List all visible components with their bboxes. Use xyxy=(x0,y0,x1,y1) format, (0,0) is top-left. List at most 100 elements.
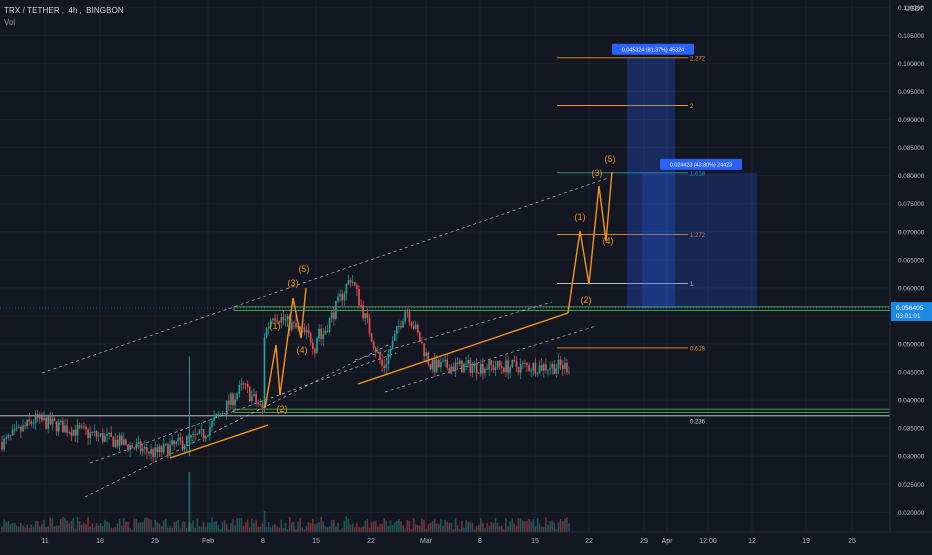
candle-body xyxy=(555,368,558,374)
volume-bar xyxy=(375,520,377,532)
channel-line[interactable] xyxy=(354,301,553,361)
volume-bar xyxy=(74,528,77,532)
volume-bar xyxy=(83,522,85,532)
candle-body xyxy=(150,449,152,454)
time-tick-label: 22 xyxy=(367,538,375,545)
volume-bar xyxy=(95,522,98,532)
volume-bar xyxy=(364,520,367,532)
target-box[interactable] xyxy=(627,57,675,309)
candle-body xyxy=(534,362,537,374)
candle-body xyxy=(85,426,87,430)
volume-bar xyxy=(408,520,411,532)
candle-body xyxy=(102,433,104,442)
candle-body xyxy=(22,425,24,432)
volume-bar xyxy=(160,526,163,532)
volume-bar xyxy=(5,522,7,532)
symbol-header[interactable]: TRX / TETHER, 4h, BINGBON xyxy=(4,6,124,15)
candle-body xyxy=(364,313,367,319)
candle-body xyxy=(381,359,383,366)
volume-bar xyxy=(242,526,245,532)
candle-body xyxy=(293,322,295,324)
volume-bar xyxy=(99,523,102,532)
candle-body xyxy=(211,421,213,427)
volume-bar xyxy=(39,526,41,532)
candle-body xyxy=(454,362,457,372)
support-zone[interactable] xyxy=(233,408,891,413)
volume-bar xyxy=(530,521,532,532)
volume-bar xyxy=(244,522,247,532)
volume-bar xyxy=(463,528,465,532)
volume-bar xyxy=(515,525,518,532)
trendline[interactable] xyxy=(169,424,269,459)
volume-bar xyxy=(200,526,203,532)
channel-line[interactable] xyxy=(41,177,609,374)
candle-body xyxy=(351,282,354,283)
volume-bar xyxy=(427,524,430,532)
volume-bar xyxy=(36,521,39,532)
candle-body xyxy=(316,338,318,354)
volume-bar xyxy=(41,524,43,532)
volume-bar xyxy=(553,522,556,532)
elliott-wave-path[interactable] xyxy=(264,287,307,409)
volume-bar xyxy=(55,525,58,532)
volume-bar xyxy=(341,527,343,532)
volume-bar xyxy=(20,522,22,532)
price-tick-label: 0.050000 xyxy=(898,342,925,349)
volume-bar xyxy=(393,522,396,532)
candle-body xyxy=(116,439,119,447)
volume-bar xyxy=(106,521,108,532)
time-tick-label: 8 xyxy=(261,538,265,545)
volume-bar xyxy=(456,525,459,532)
trendline[interactable] xyxy=(357,312,569,385)
volume-bar xyxy=(328,526,331,532)
volume-bar xyxy=(15,525,18,532)
candle-body xyxy=(343,293,346,301)
resistance-zone[interactable] xyxy=(233,306,891,311)
elliott-wave-projection[interactable] xyxy=(567,171,613,314)
volume-bar xyxy=(211,517,213,532)
volume-bar xyxy=(566,517,568,532)
candle-body xyxy=(160,446,163,453)
volume-bar xyxy=(26,524,28,532)
volume-bar xyxy=(253,522,255,532)
volume-bar xyxy=(133,518,136,532)
target-box[interactable] xyxy=(642,172,757,309)
candle-body xyxy=(175,441,178,445)
volume-bar xyxy=(137,522,140,532)
volume-bar xyxy=(431,520,434,532)
candle-body xyxy=(219,413,222,415)
candle-body xyxy=(76,425,79,436)
volume-bar xyxy=(173,522,175,532)
volume-bar xyxy=(265,527,268,532)
candle-body xyxy=(477,373,480,374)
volume-bar xyxy=(547,524,549,532)
volume-bar xyxy=(385,520,388,532)
volume-bar xyxy=(3,519,5,532)
volume-bar xyxy=(333,519,335,532)
current-price-tag[interactable] xyxy=(891,302,932,322)
candle-body xyxy=(81,426,83,428)
volume-bar xyxy=(202,521,205,532)
candle-body xyxy=(320,328,322,339)
interval-label[interactable]: 4h xyxy=(68,6,78,15)
volume-indicator-label[interactable]: Vol xyxy=(4,18,16,27)
candle-body xyxy=(429,363,432,370)
channel-line[interactable] xyxy=(84,344,389,498)
volume-bar xyxy=(114,527,117,532)
time-tick-label: 11 xyxy=(41,538,48,545)
candle-body xyxy=(202,429,205,439)
volume-bar xyxy=(263,511,266,532)
volume-bar xyxy=(24,527,26,532)
candle-body xyxy=(354,282,356,286)
volume-bar xyxy=(347,518,350,532)
candle-body xyxy=(519,364,522,373)
candle-body xyxy=(255,394,257,403)
channel-line[interactable] xyxy=(384,325,597,393)
volume-bar xyxy=(410,528,413,532)
candle-body xyxy=(545,364,547,371)
price-tick-label: 0.080000 xyxy=(898,173,925,180)
candle-body xyxy=(171,440,173,445)
candle-body xyxy=(532,362,535,371)
